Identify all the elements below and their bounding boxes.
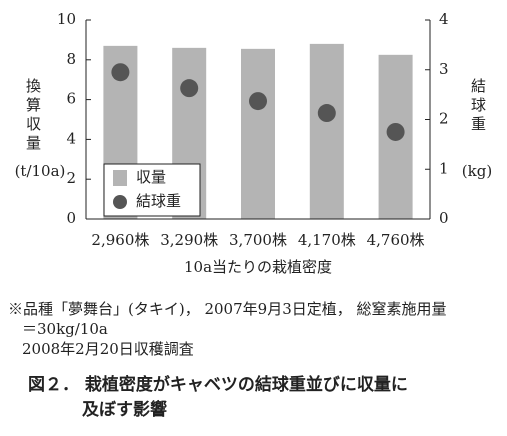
y2-axis-label: 結球重 — [469, 78, 487, 135]
y2-tick-label: 3 — [439, 60, 449, 78]
y2-tick-label: 0 — [439, 209, 449, 227]
title: 及ぼす影響 — [82, 399, 167, 420]
x-tick-label: 3,290株 — [160, 231, 218, 249]
bar — [309, 43, 344, 219]
y2-tick-label: 1 — [439, 159, 449, 177]
note: ＝30kg/10a — [22, 320, 108, 338]
y-tick-label: 4 — [66, 129, 76, 147]
x-tick-label: 4,170株 — [298, 231, 356, 249]
dot — [111, 63, 130, 82]
bar — [241, 48, 275, 220]
y-tick-label: 0 — [66, 209, 76, 227]
note: 2008年2月20日収穫調査 — [22, 340, 194, 358]
note: ※品種「夢舞台」(タキイ)， 2007年9月3日定植， 総窒素施用量 — [8, 300, 447, 318]
x-tick-label: 4,760株 — [367, 231, 425, 249]
dot — [180, 79, 199, 98]
dot — [317, 104, 336, 123]
y-tick-label: 8 — [66, 50, 76, 68]
x-axis-label: 10a当たりの栽植密度 — [184, 258, 332, 276]
y-tick-label: 6 — [66, 90, 76, 108]
legend-swatch — [113, 195, 127, 209]
y-axis-unit: (t/10a) — [15, 162, 66, 180]
y-tick-label: 10 — [57, 10, 76, 28]
legend-swatch — [113, 170, 127, 186]
x-tick-label: 2,960株 — [91, 231, 149, 249]
dot — [386, 122, 405, 141]
legend-label: 収量 — [136, 168, 166, 186]
legend-label: 結球重 — [136, 192, 181, 210]
x-tick-label: 3,700株 — [229, 231, 287, 249]
y-axis-label: 換算収量 — [24, 78, 42, 154]
y2-axis-unit: (kg) — [462, 162, 492, 180]
y2-tick-label: 4 — [439, 10, 449, 28]
title: 図２． 栽植密度がキャベツの結球重並びに収量に — [28, 374, 408, 395]
y2-tick-label: 2 — [439, 110, 449, 128]
dot — [249, 92, 267, 111]
y-tick-label: 2 — [66, 169, 76, 187]
